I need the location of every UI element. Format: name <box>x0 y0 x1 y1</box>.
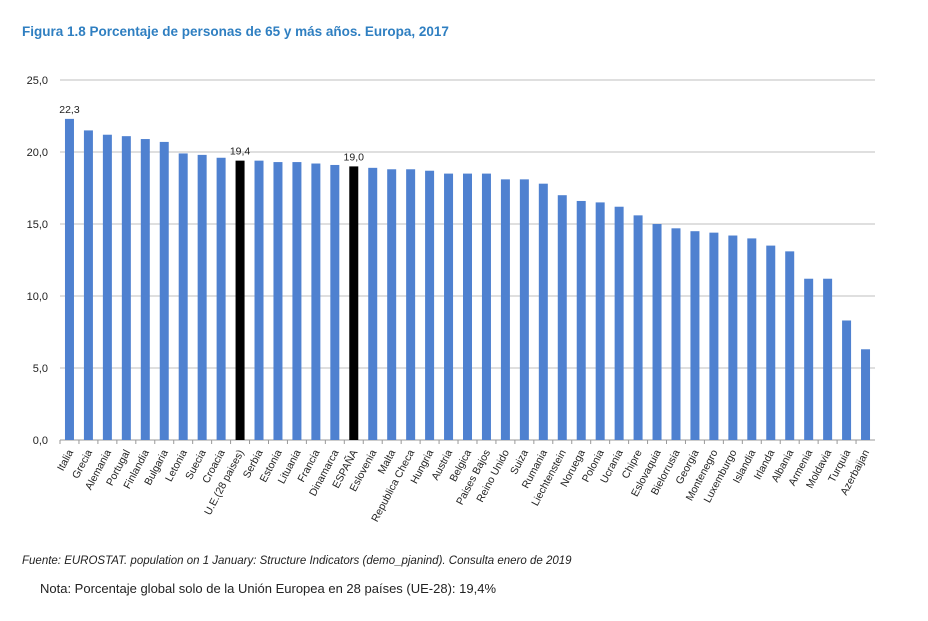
bar <box>709 232 719 440</box>
data-label: 19,0 <box>344 151 365 163</box>
bar <box>387 169 397 440</box>
bar <box>861 349 871 440</box>
bar <box>785 251 795 440</box>
bar <box>140 139 150 441</box>
bar <box>576 200 586 440</box>
bar <box>216 157 226 440</box>
bar <box>614 206 624 440</box>
bar <box>121 136 131 440</box>
data-label: 22,3 <box>59 104 80 116</box>
bar <box>292 162 302 440</box>
bar <box>481 173 491 440</box>
source-note: Fuente: EUROSTAT. population on 1 Januar… <box>22 555 572 567</box>
bar <box>83 130 93 440</box>
bar <box>633 215 643 440</box>
bar <box>519 179 529 441</box>
bar <box>235 160 245 440</box>
bar <box>102 134 112 440</box>
bar <box>273 162 283 440</box>
bar <box>159 141 169 441</box>
bar <box>330 164 340 440</box>
y-tick-label: 5,0 <box>33 363 48 375</box>
footnote: Nota: Porcentaje global solo de la Unión… <box>40 581 497 596</box>
bar <box>671 228 681 440</box>
bar <box>197 154 207 440</box>
bar <box>406 169 416 440</box>
bar <box>823 278 833 440</box>
y-tick-label: 15,0 <box>27 219 48 231</box>
bar <box>595 202 605 440</box>
bar <box>538 183 548 440</box>
bar <box>804 278 814 440</box>
bar <box>64 118 74 440</box>
bar <box>463 173 472 440</box>
y-tick-label: 10,0 <box>27 291 48 303</box>
bar <box>254 160 264 440</box>
bar <box>747 238 757 440</box>
bar <box>368 167 378 440</box>
bar <box>652 224 662 440</box>
figure-title: Figura 1.8 Porcentaje de personas de 65 … <box>22 24 449 39</box>
bar <box>766 245 776 440</box>
data-label: 19,4 <box>230 146 251 158</box>
bar <box>557 195 567 440</box>
y-tick-label: 20,0 <box>27 147 48 159</box>
bar <box>311 163 321 440</box>
bar <box>842 320 852 440</box>
bar <box>690 231 700 440</box>
bar <box>500 179 510 441</box>
y-tick-label: 0,0 <box>33 435 48 447</box>
bar <box>444 173 454 440</box>
bar <box>425 170 435 440</box>
bar <box>178 153 188 440</box>
bar <box>728 235 738 440</box>
y-tick-label: 25,0 <box>27 75 48 87</box>
bar <box>349 166 359 440</box>
